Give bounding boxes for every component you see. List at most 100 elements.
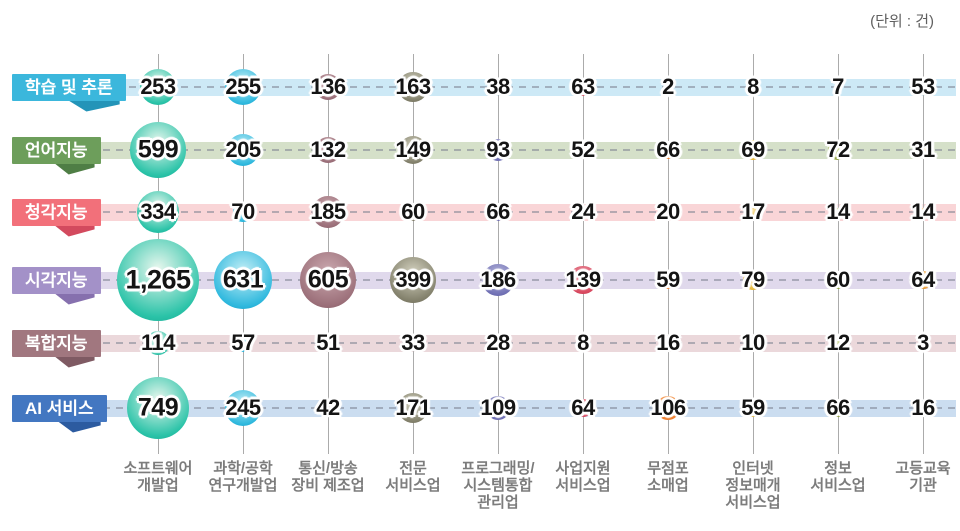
data-value-label: 631 bbox=[222, 265, 264, 294]
row-label: 학습 및 추론 bbox=[25, 77, 113, 97]
data-bubble bbox=[486, 138, 510, 162]
data-value-label: 66 bbox=[656, 137, 680, 162]
data-value-label: 163 bbox=[395, 74, 431, 99]
data-bubble bbox=[913, 270, 933, 290]
data-bubble bbox=[397, 392, 429, 424]
data-value-label: 66 bbox=[486, 199, 510, 224]
data-value-label: 63 bbox=[571, 74, 595, 99]
data-bubble bbox=[662, 206, 674, 218]
data-bubble bbox=[488, 202, 508, 222]
data-value-label: 749 bbox=[137, 393, 179, 422]
row-label-ribbon: 청각지능 bbox=[12, 198, 101, 237]
data-value-label: 16 bbox=[656, 330, 680, 355]
data-bubble bbox=[834, 83, 842, 91]
data-value-label: 64 bbox=[911, 267, 935, 292]
data-value-label: 149 bbox=[395, 137, 431, 162]
data-value-label: 14 bbox=[911, 199, 935, 224]
data-value-label: 24 bbox=[571, 199, 595, 224]
data-bubble bbox=[145, 330, 171, 356]
data-bubble bbox=[129, 121, 187, 179]
data-bubble bbox=[482, 264, 514, 296]
unit-label: (단위 : 건) bbox=[870, 13, 934, 30]
row-dashed-line bbox=[12, 211, 956, 213]
column-label: 사업지원 서비스업 bbox=[555, 460, 611, 494]
row-dashed-line bbox=[12, 407, 956, 409]
data-bubble bbox=[579, 339, 587, 347]
data-bubble bbox=[126, 376, 190, 440]
data-value-label: 245 bbox=[225, 395, 261, 420]
data-bubble bbox=[314, 136, 342, 164]
data-bubble bbox=[663, 338, 673, 348]
column-grid-line bbox=[838, 54, 839, 454]
data-value-label: 42 bbox=[316, 395, 340, 420]
data-bubble bbox=[829, 271, 847, 289]
data-value-label: 7 bbox=[832, 74, 844, 99]
data-value-label: 57 bbox=[231, 330, 255, 355]
column-grid-line bbox=[668, 54, 669, 454]
data-value-label: 16 bbox=[911, 395, 935, 420]
data-value-label: 255 bbox=[225, 74, 261, 99]
data-value-label: 79 bbox=[741, 267, 765, 292]
data-bubble bbox=[319, 334, 337, 352]
column-label: 무점포 소매업 bbox=[647, 460, 689, 494]
data-bubble bbox=[828, 140, 848, 160]
data-bubble bbox=[406, 336, 420, 350]
data-bubble bbox=[918, 207, 928, 217]
column-grid-line bbox=[498, 54, 499, 454]
data-bubble bbox=[743, 140, 763, 160]
data-value-label: 139 bbox=[565, 267, 601, 292]
row-label: 시각지능 bbox=[25, 270, 88, 290]
data-value-label: 12 bbox=[826, 330, 850, 355]
data-bubble bbox=[398, 135, 428, 165]
row-label: 청각지능 bbox=[25, 202, 88, 222]
data-value-label: 3 bbox=[917, 330, 929, 355]
data-bubble bbox=[918, 403, 928, 413]
data-bubble bbox=[491, 336, 505, 350]
data-bubble bbox=[490, 79, 506, 95]
row-label-ribbon: 시각지능 bbox=[12, 266, 101, 305]
row-label: 언어지능 bbox=[25, 140, 88, 160]
data-bubble bbox=[398, 72, 428, 102]
data-value-label: 185 bbox=[310, 199, 346, 224]
data-bubble bbox=[214, 251, 272, 309]
data-bubble bbox=[914, 78, 932, 96]
data-value-label: 8 bbox=[577, 330, 589, 355]
row-dashed-line bbox=[12, 149, 956, 151]
data-value-label: 72 bbox=[826, 137, 850, 162]
data-value-label: 599 bbox=[137, 135, 179, 164]
ribbon-fold bbox=[68, 100, 120, 112]
data-bubble bbox=[828, 398, 848, 418]
data-bubble bbox=[916, 143, 930, 157]
row-label-ribbon: AI 서비스 bbox=[12, 394, 107, 433]
data-bubble bbox=[404, 203, 422, 221]
data-value-label: 106 bbox=[650, 395, 686, 420]
data-bubble bbox=[921, 341, 925, 345]
row-label: 복합지능 bbox=[25, 333, 88, 353]
data-value-label: 186 bbox=[480, 267, 516, 292]
data-bubble bbox=[742, 269, 764, 291]
data-value-label: 205 bbox=[225, 137, 261, 162]
data-bubble bbox=[226, 133, 260, 167]
data-bubble bbox=[299, 251, 357, 309]
data-bubble bbox=[658, 140, 678, 160]
data-bubble bbox=[485, 395, 510, 420]
data-bubble bbox=[117, 239, 199, 321]
data-bubble bbox=[224, 389, 261, 426]
data-value-label: 28 bbox=[486, 330, 510, 355]
column-grid-line bbox=[923, 54, 924, 454]
row-label-ribbon: 언어지능 bbox=[12, 136, 101, 175]
data-bubble bbox=[573, 77, 593, 97]
column-grid-line bbox=[753, 54, 754, 454]
data-bubble bbox=[569, 266, 597, 294]
data-value-label: 52 bbox=[571, 137, 595, 162]
column-grid-line bbox=[413, 54, 414, 454]
data-bubble bbox=[136, 190, 179, 233]
data-value-label: 109 bbox=[480, 395, 516, 420]
data-bubble bbox=[833, 207, 843, 217]
data-value-label: 399 bbox=[395, 267, 431, 292]
ribbon-fold bbox=[54, 225, 95, 237]
ribbon-fold bbox=[54, 163, 95, 175]
data-value-label: 253 bbox=[140, 74, 176, 99]
column-label: 통신/방송 장비 제조업 bbox=[291, 460, 365, 494]
